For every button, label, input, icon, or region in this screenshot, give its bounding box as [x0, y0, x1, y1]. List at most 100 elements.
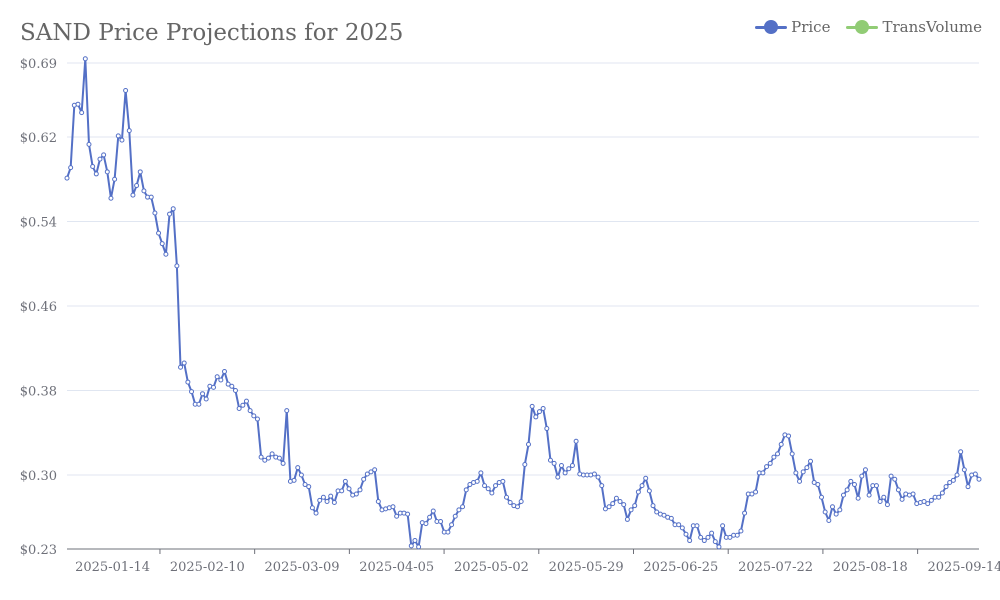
- price-point: [408, 543, 414, 549]
- price-point: [595, 474, 601, 480]
- x-tick-label: 2025-07-22: [738, 560, 813, 575]
- price-point: [888, 473, 894, 479]
- price-point: [101, 152, 107, 158]
- price-point: [112, 176, 118, 182]
- price-point: [357, 487, 363, 493]
- price-point: [485, 486, 491, 492]
- price-point: [258, 454, 264, 460]
- price-point: [295, 465, 301, 471]
- price-point: [372, 467, 378, 473]
- price-point: [90, 164, 96, 170]
- legend-item-transvolume[interactable]: TransVolume: [846, 18, 982, 36]
- price-point: [218, 377, 224, 383]
- y-tick-label: $0.54: [20, 215, 57, 230]
- price-point: [800, 469, 806, 475]
- y-tick-label: $0.69: [20, 57, 57, 72]
- price-point: [826, 517, 832, 523]
- price-point: [954, 472, 960, 478]
- price-point: [939, 490, 945, 496]
- price-point: [236, 405, 242, 411]
- price-point: [950, 477, 956, 483]
- y-tick-label: $0.46: [20, 300, 57, 315]
- price-point: [819, 494, 825, 500]
- price-point: [778, 441, 784, 447]
- price-point: [328, 493, 334, 499]
- price-point: [676, 522, 682, 528]
- price-point: [240, 402, 246, 408]
- price-point: [320, 494, 326, 500]
- price-point: [75, 101, 81, 107]
- price-point: [709, 530, 715, 536]
- price-point: [159, 241, 165, 247]
- price-point: [463, 487, 469, 493]
- price-point: [698, 534, 704, 540]
- price-point: [324, 498, 330, 504]
- price-point: [947, 479, 953, 485]
- price-point: [126, 128, 132, 134]
- price-point: [163, 251, 169, 257]
- price-point: [536, 409, 542, 415]
- price-point: [251, 413, 257, 419]
- price-point: [302, 482, 308, 488]
- price-point: [221, 369, 227, 374]
- price-point: [438, 519, 444, 525]
- price-point: [280, 460, 286, 466]
- price-point: [540, 405, 546, 411]
- x-tick-label: 2025-05-29: [549, 560, 624, 575]
- price-point: [284, 408, 290, 414]
- price-point: [621, 502, 627, 508]
- price-point: [86, 141, 92, 147]
- price-point: [646, 488, 652, 494]
- price-point: [775, 451, 781, 457]
- price-point: [368, 469, 374, 475]
- price-point: [313, 510, 319, 516]
- price-point: [452, 513, 458, 519]
- price-point: [185, 379, 191, 385]
- price-point: [961, 467, 967, 473]
- price-point: [815, 482, 821, 488]
- x-tick-label: 2025-05-02: [454, 560, 529, 575]
- price-point: [430, 508, 436, 514]
- price-point: [474, 478, 480, 484]
- price-point: [478, 470, 484, 476]
- x-tick-label: 2025-01-14: [75, 560, 150, 575]
- y-tick-label: $0.62: [20, 131, 57, 146]
- price-point: [97, 156, 103, 162]
- price-point: [851, 482, 857, 488]
- price-point: [786, 433, 792, 439]
- price-point: [460, 504, 466, 510]
- price-point: [68, 165, 74, 171]
- price-point: [881, 494, 887, 500]
- price-point: [811, 479, 817, 485]
- price-point: [793, 470, 799, 476]
- price-point: [705, 534, 711, 540]
- price-point: [884, 502, 890, 508]
- price-point: [405, 511, 411, 517]
- price-point: [269, 451, 275, 457]
- price-point: [573, 438, 579, 444]
- price-point: [309, 505, 315, 511]
- price-point: [456, 507, 462, 513]
- y-tick-label: $0.23: [20, 543, 57, 558]
- price-point: [635, 489, 641, 495]
- price-point: [262, 457, 268, 463]
- price-point: [566, 466, 572, 472]
- price-point: [668, 515, 674, 521]
- price-point: [760, 470, 766, 476]
- legend-item-price[interactable]: Price: [755, 18, 830, 36]
- price-point: [375, 498, 381, 504]
- price-point: [148, 194, 154, 200]
- price-point: [958, 449, 964, 455]
- price-point: [797, 478, 803, 484]
- price-point: [859, 473, 865, 479]
- x-tick-label: 2025-06-25: [643, 560, 718, 575]
- price-point: [189, 389, 195, 395]
- price-point: [862, 467, 868, 473]
- price-point: [298, 472, 304, 478]
- price-point: [804, 465, 810, 471]
- price-point: [610, 501, 616, 507]
- price-point: [522, 461, 528, 467]
- price-point: [928, 497, 934, 503]
- price-point: [599, 483, 605, 489]
- price-point: [558, 463, 564, 469]
